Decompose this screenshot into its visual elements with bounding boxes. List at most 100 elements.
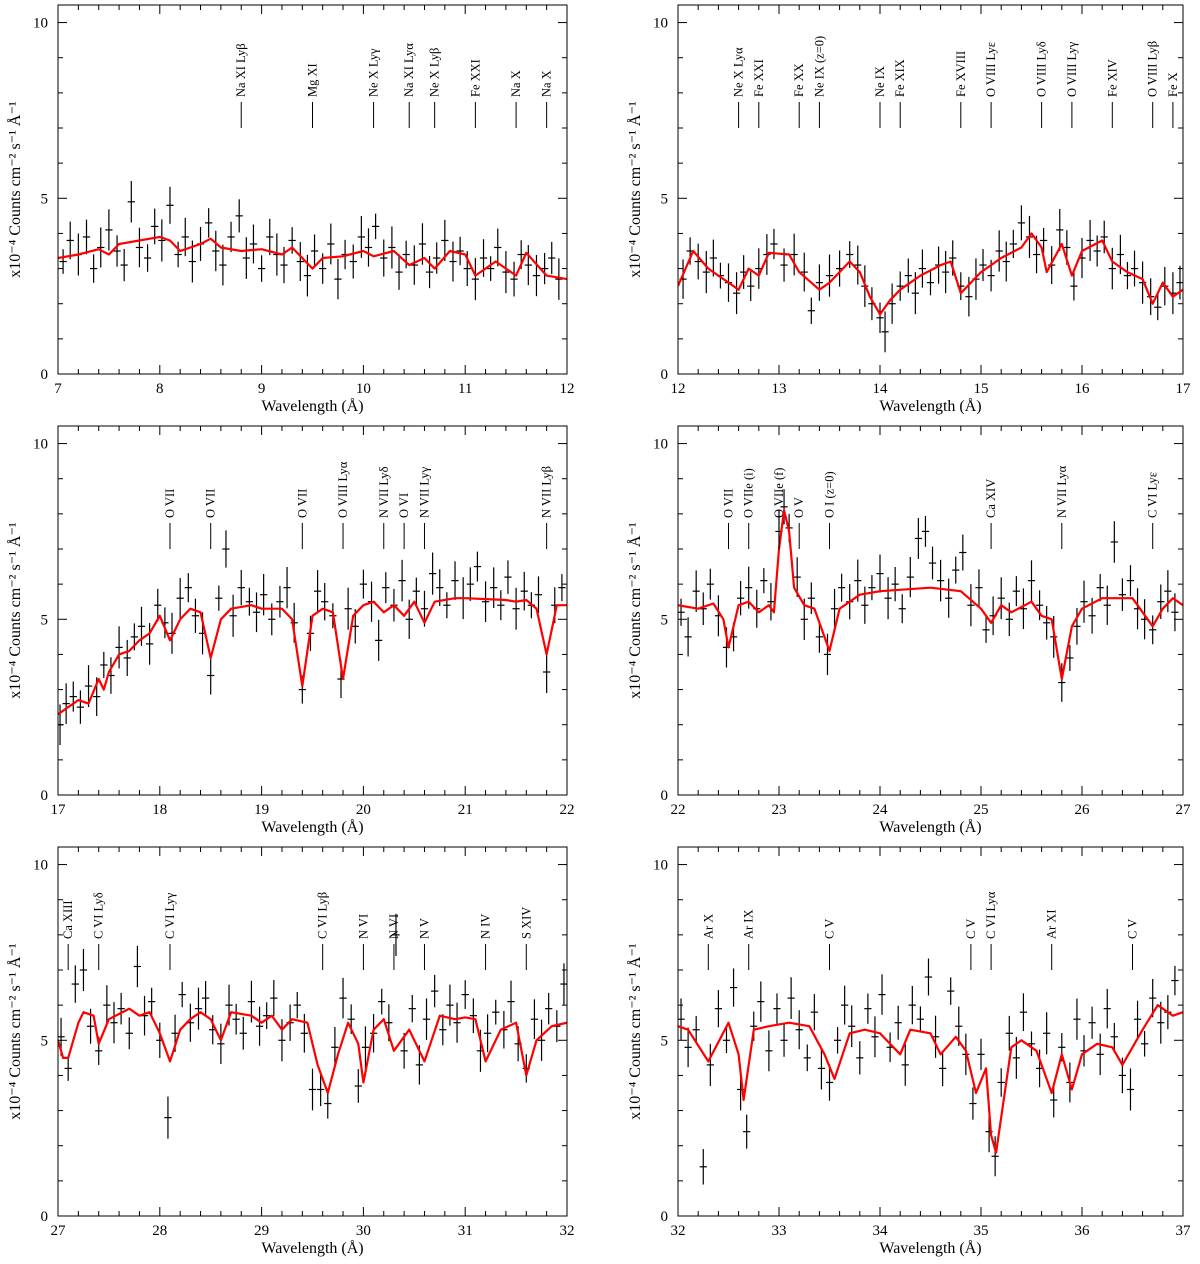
line-label: O VIII Lyα [336, 461, 350, 518]
x-axis-label: Wavelength (Å) [879, 397, 981, 415]
plot-frame [677, 846, 1184, 1217]
plot-frame [57, 425, 568, 796]
data-point [100, 651, 108, 679]
data-point [952, 556, 960, 584]
x-axis-label: Wavelength (Å) [261, 1239, 363, 1257]
data-point [793, 557, 801, 597]
x-tick-label: 30 [356, 1223, 371, 1239]
data-point [178, 981, 186, 1008]
data-point [732, 272, 741, 315]
data-point [861, 586, 869, 624]
data-point [918, 249, 927, 288]
data-point [763, 234, 771, 275]
data-point [891, 566, 899, 602]
spectrum-panel: 17 18 19 20 21 22 0 5 10 Wavelength (Å) x10⁻⁴ Coun… [6, 425, 575, 836]
data-point [471, 258, 480, 301]
data-points [58, 530, 566, 746]
x-tick-label: 37 [1176, 1223, 1192, 1239]
data-point [441, 219, 449, 262]
line-label: Fe XIX [893, 59, 907, 97]
y-tick-label: 5 [661, 1033, 669, 1049]
data-point [184, 573, 192, 603]
y-tick-label: 0 [41, 788, 49, 804]
line-label: O VIIe (f) [772, 468, 786, 518]
data-point [103, 985, 111, 1026]
data-point [787, 977, 795, 1019]
data-point [494, 228, 502, 267]
data-point [380, 239, 388, 277]
data-point [512, 587, 520, 630]
data-point [79, 948, 88, 992]
data-point [143, 244, 152, 272]
line-label: Fe X [1166, 72, 1180, 97]
data-point [127, 181, 135, 223]
y-tick-label: 10 [653, 437, 668, 453]
data-point [926, 269, 935, 296]
data-point [217, 1023, 225, 1064]
data-point [1056, 208, 1064, 251]
data-point [1110, 521, 1118, 563]
data-point [737, 581, 745, 616]
data-point [1126, 565, 1135, 597]
data-point [115, 626, 123, 669]
data-point [908, 985, 916, 1025]
data-point [1012, 576, 1020, 607]
data-point [89, 254, 98, 283]
data-point [375, 619, 383, 661]
data-point [105, 209, 113, 251]
data-point [364, 228, 373, 267]
line-label: Fe XVIII [954, 51, 968, 97]
x-tick-label: 34 [873, 1223, 889, 1239]
spectrum-panel: 27 28 29 30 31 32 0 5 10 Wavelength (Å) x10⁻⁴ Coun… [6, 846, 575, 1257]
plot-frame [57, 4, 568, 375]
data-point [321, 582, 329, 621]
data-point [773, 993, 781, 1024]
data-point [921, 516, 930, 547]
y-tick-label: 5 [661, 191, 669, 207]
x-tick-label: 32 [671, 1223, 686, 1239]
data-point [884, 577, 892, 620]
data-point [848, 1005, 856, 1048]
data-point [405, 599, 413, 639]
data-point [443, 592, 451, 619]
data-point [1035, 590, 1044, 621]
line-label: Ne X Lyγ [367, 48, 381, 97]
data-point [215, 585, 223, 611]
data-point [1088, 1006, 1096, 1039]
line-label: Na X [540, 70, 554, 97]
data-point [706, 568, 714, 600]
data-point [354, 1069, 362, 1103]
x-tick-label: 25 [974, 802, 989, 818]
data-point [1096, 574, 1104, 602]
data-point [1005, 602, 1013, 637]
data-point [757, 981, 765, 1022]
data-point [1073, 607, 1081, 645]
data-point [504, 560, 512, 594]
data-points [59, 181, 563, 301]
data-point [532, 255, 541, 297]
data-point [110, 1002, 118, 1044]
data-point [303, 254, 312, 297]
data-point [1176, 265, 1183, 300]
data-point [995, 230, 1003, 272]
data-point [838, 573, 846, 602]
data-point [520, 571, 528, 611]
x-tick-label: 22 [560, 802, 575, 818]
line-label: Na X [509, 70, 523, 97]
data-point [283, 567, 291, 609]
data-point [770, 228, 778, 260]
data-point [255, 1006, 264, 1046]
data-point [1164, 570, 1172, 613]
data-point [901, 1043, 909, 1086]
line-label: C V [1126, 919, 1140, 939]
data-point [1027, 560, 1036, 601]
data-point [815, 620, 824, 653]
data-point [967, 584, 975, 627]
model-line [678, 232, 1183, 316]
data-point [510, 261, 518, 297]
data-point [524, 245, 532, 286]
data-point [540, 252, 549, 285]
y-tick-label: 10 [653, 16, 668, 32]
line-label: N VII Lyα [1055, 465, 1069, 518]
